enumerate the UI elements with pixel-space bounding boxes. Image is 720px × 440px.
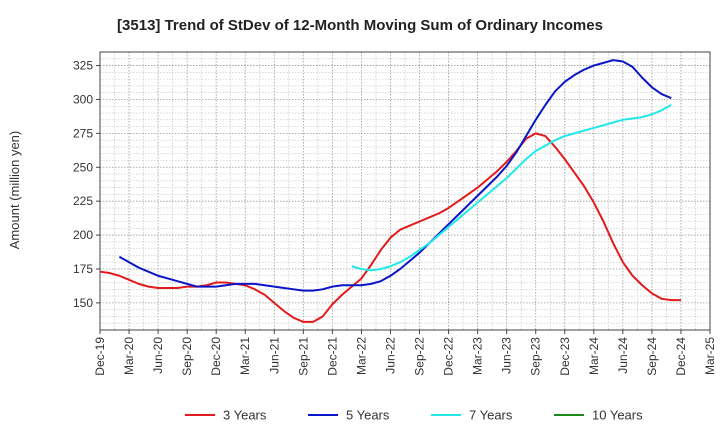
x-tick-label: Jun-22 [383, 337, 397, 374]
legend-label: 10 Years [592, 408, 643, 423]
plot-frame [99, 51, 711, 331]
chart-title: [3513] Trend of StDev of 12-Month Moving… [117, 17, 603, 34]
legend-label: 3 Years [223, 408, 267, 423]
y-tick-label: 300 [73, 92, 93, 106]
x-tick-labels: Dec-19 Mar-20 Jun-20 Sep-20 Dec-20 Mar-21 Jun-… [93, 330, 717, 376]
y-tick-label: 325 [73, 59, 93, 73]
x-tick-label: Dec-24 [674, 337, 688, 376]
legend: 3 Years 5 Years 7 Years 10 Years [185, 408, 643, 423]
grid [99, 51, 711, 330]
x-tick-label: Dec-19 [93, 337, 107, 376]
series-line-5-years [118, 59, 672, 292]
y-axis-label: Amount (million yen) [7, 131, 22, 250]
legend-label: 5 Years [346, 408, 390, 423]
y-tick-label: 275 [73, 126, 93, 140]
x-tick-label: Sep-22 [413, 337, 427, 376]
x-tick-label: Mar-25 [703, 337, 717, 375]
x-tick-label: Mar-20 [122, 337, 136, 375]
x-tick-label: Dec-22 [442, 337, 456, 376]
x-tick-label: Sep-23 [529, 337, 543, 376]
x-tick-label: Dec-20 [209, 337, 223, 376]
series-line-3-years [99, 132, 681, 323]
x-tick-label: Dec-23 [558, 337, 572, 376]
y-tick-label: 175 [73, 262, 93, 276]
x-tick-label: Sep-21 [296, 337, 310, 376]
y-tick-label: 250 [73, 160, 93, 174]
y-tick-label: 150 [73, 296, 93, 310]
legend-label: 7 Years [469, 408, 513, 423]
x-tick-label: Sep-20 [180, 337, 194, 376]
x-tick-label: Jun-24 [616, 337, 630, 374]
x-tick-label: Sep-24 [645, 337, 659, 376]
y-tick-label: 200 [73, 228, 93, 242]
x-tick-label: Jun-20 [151, 337, 165, 374]
series-line-7-years [351, 104, 672, 272]
x-tick-label: Mar-21 [238, 337, 252, 375]
x-tick-label: Mar-22 [354, 337, 368, 375]
x-tick-label: Jun-23 [500, 337, 514, 374]
x-tick-label: Mar-23 [471, 337, 485, 375]
x-tick-label: Dec-21 [325, 337, 339, 376]
x-tick-label: Mar-24 [587, 337, 601, 375]
y-tick-label: 225 [73, 194, 93, 208]
x-tick-label: Jun-21 [267, 337, 281, 374]
series-lines [99, 59, 681, 323]
y-tick-labels: 150 175 200 225 250 275 300 325 [73, 59, 100, 310]
